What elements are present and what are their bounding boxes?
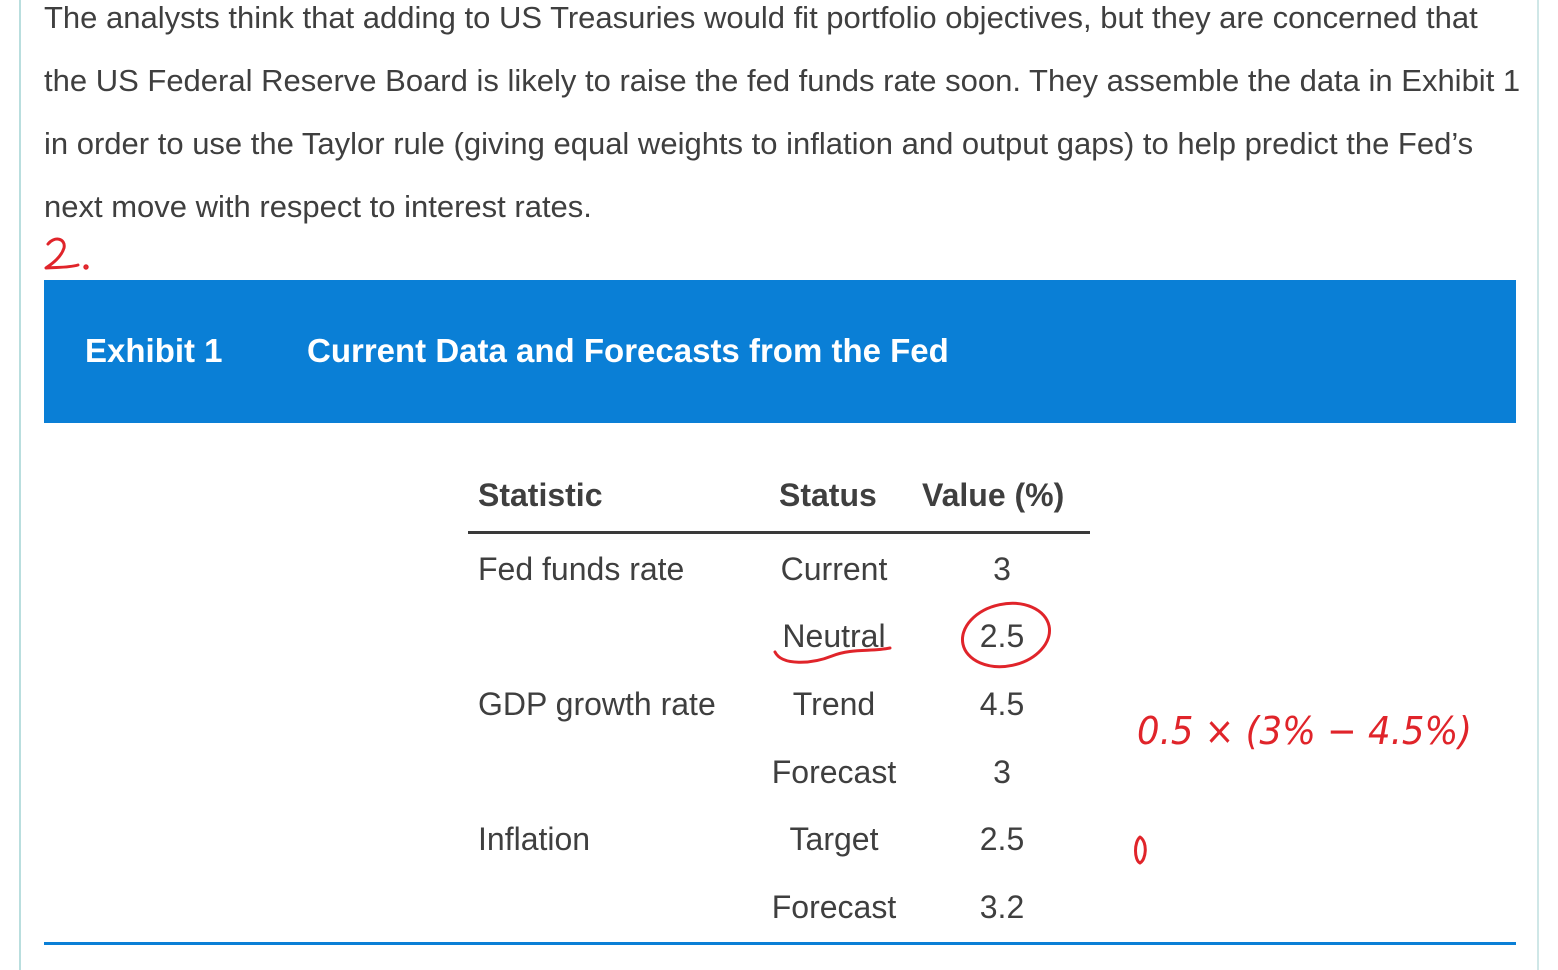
exhibit-banner: Exhibit 1 Current Data and Forecasts fro… <box>44 280 1516 423</box>
row-4-status: Forecast <box>771 754 897 790</box>
annotation-mark-2 <box>44 237 80 270</box>
exhibit-bottom-rule <box>44 942 1516 945</box>
row-5-status: Target <box>789 821 879 857</box>
intro-paragraph: The analysts think that adding to US Tre… <box>44 0 1521 224</box>
row-2-value: 2.5 <box>979 618 1025 654</box>
content-border-left <box>19 0 21 970</box>
header-value: Value (%) <box>922 477 1065 513</box>
row-3-status: Trend <box>792 686 876 722</box>
row-3-value: 4.5 <box>979 686 1025 722</box>
annotation-dot <box>83 264 89 270</box>
row-1-statistic: Fed funds rate <box>478 551 685 587</box>
row-4-value: 3 <box>993 754 1011 790</box>
header-divider <box>468 531 1090 534</box>
row-2-status: Neutral <box>782 618 886 654</box>
row-6-value: 3.2 <box>979 889 1025 925</box>
row-5-value: 2.5 <box>979 821 1025 857</box>
exhibit-label: Exhibit 1 <box>85 332 223 369</box>
exhibit-title: Current Data and Forecasts from the Fed <box>307 332 949 369</box>
annotation-zero <box>1134 835 1147 865</box>
row-1-value: 3 <box>993 551 1011 587</box>
row-1-status: Current <box>780 551 888 587</box>
row-3-statistic: GDP growth rate <box>478 686 716 722</box>
content-border-right <box>1537 0 1539 970</box>
row-6-status: Forecast <box>771 889 897 925</box>
header-status: Status <box>779 477 877 513</box>
header-statistic: Statistic <box>478 477 603 513</box>
annotation-formula: 0.5 × (3% − 4.5%) <box>1137 709 1472 753</box>
row-5-statistic: Inflation <box>478 821 591 857</box>
